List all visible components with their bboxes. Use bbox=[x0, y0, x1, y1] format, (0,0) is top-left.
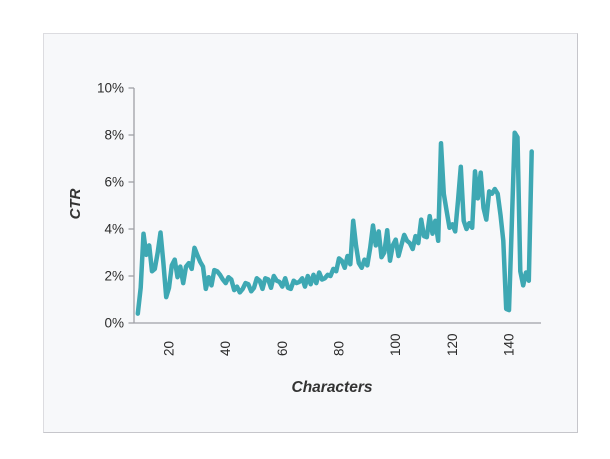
y-tick-label: 2% bbox=[104, 269, 124, 284]
ctr-series-line bbox=[135, 130, 534, 316]
y-tick-label: 4% bbox=[104, 222, 124, 237]
x-tick-label: 20 bbox=[162, 341, 177, 356]
x-tick-label: 140 bbox=[502, 333, 517, 356]
y-tick-label: 0% bbox=[104, 316, 124, 331]
chart-panel: 0% 2% 4% 6% 8% 10% 20 40 60 80 100 120 140 CTR Charact… bbox=[43, 33, 578, 433]
y-axis-title: CTR bbox=[67, 188, 84, 219]
x-tick-label: 60 bbox=[275, 341, 290, 356]
y-tick-label: 6% bbox=[104, 175, 124, 190]
x-tick-label: 80 bbox=[332, 341, 347, 356]
x-tick-label: 120 bbox=[445, 333, 460, 356]
x-tick-label: 40 bbox=[218, 341, 233, 356]
x-axis-title: Characters bbox=[292, 379, 373, 396]
ctr-line-chart: 0% 2% 4% 6% 8% 10% 20 40 60 80 100 120 140 CTR Charact… bbox=[67, 81, 541, 396]
y-tick-label: 8% bbox=[104, 128, 124, 143]
y-tick-label: 10% bbox=[97, 81, 124, 96]
x-tick-label: 100 bbox=[388, 333, 403, 356]
